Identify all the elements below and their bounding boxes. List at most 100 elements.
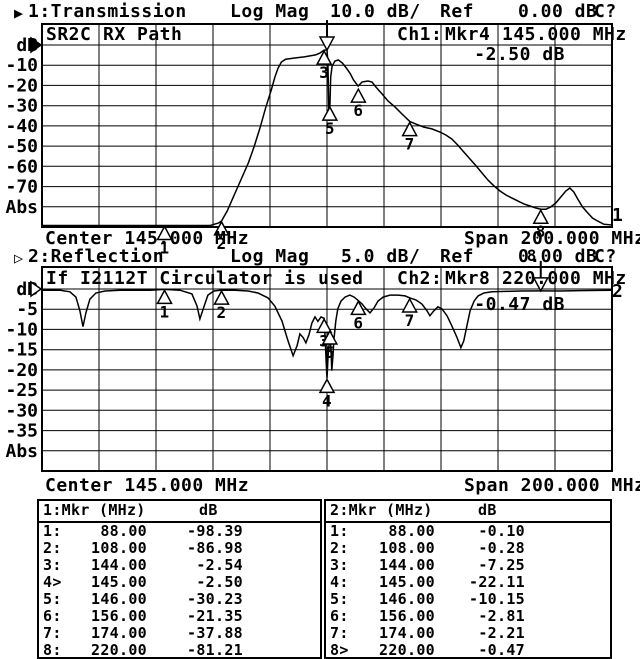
table-row: 7: 174.00 -2.21 xyxy=(326,625,610,642)
chart2-mkr-value: -0.47 dB xyxy=(474,294,565,315)
chart2-ref-label: Ref xyxy=(440,246,475,267)
chart1-marker-4-active-icon xyxy=(318,36,336,52)
marker-number: 3: xyxy=(330,556,349,574)
chart1-marker-2-icon xyxy=(213,220,230,236)
table-row: 4: 145.00 -22.11 xyxy=(326,574,610,591)
marker-frequency: 88.00 xyxy=(100,522,147,540)
marker-number: 7: xyxy=(330,624,349,642)
chart1-marker-3-icon xyxy=(315,49,333,65)
chart1-note-right: RX Path xyxy=(103,24,183,45)
chart2-ref-level-marker xyxy=(30,280,43,298)
chart1-marker-8-icon xyxy=(532,208,550,224)
marker-number: 1: xyxy=(43,522,62,540)
marker-frequency: 146.00 xyxy=(91,590,147,608)
marker-db: -98.39 xyxy=(187,522,243,540)
marker-number: 5: xyxy=(330,590,349,608)
marker-frequency: 174.00 xyxy=(379,624,435,642)
chart2-marker-1-icon xyxy=(156,288,173,305)
chart2-marker-6-icon xyxy=(350,299,367,316)
marker-number: 2: xyxy=(330,539,349,557)
marker-number: 8: xyxy=(43,641,62,659)
table-row: 6: 156.00 -21.35 xyxy=(39,608,320,625)
chart1-mkr-label: Mkr4 xyxy=(445,24,491,45)
marker-db: -2.50 xyxy=(196,573,243,591)
chart1-marker-1-icon xyxy=(156,224,173,241)
marker-number: 2: xyxy=(43,539,62,557)
marker-db: -86.98 xyxy=(187,539,243,557)
chart2-marker-2-icon xyxy=(213,289,230,305)
chart2-marker-1-label: 1 xyxy=(160,302,170,321)
chart2-marker-6-label: 6 xyxy=(353,313,363,332)
chart1-ytick: -10 xyxy=(5,55,38,76)
marker-db: -10.15 xyxy=(469,590,525,608)
marker-frequency: 220.00 xyxy=(91,641,147,659)
marker-db: -21.35 xyxy=(187,607,243,625)
marker-db: -2.54 xyxy=(196,556,243,574)
marker-frequency: 144.00 xyxy=(379,556,435,574)
chart1-span: Span 200.000 MHz xyxy=(464,228,640,249)
table-row: 8> 220.00 -0.47 xyxy=(326,642,610,659)
chart1-ytick: -70 xyxy=(5,177,38,198)
table-row: 1: 88.00 -98.39 xyxy=(39,523,320,540)
chart2-marker-2-label: 2 xyxy=(217,303,227,322)
chart1-marker-6-icon xyxy=(350,87,367,103)
marker-frequency: 108.00 xyxy=(379,539,435,557)
marker-db: -0.28 xyxy=(478,539,525,557)
chart1-note-left: SR2C xyxy=(46,24,92,45)
marker-frequency: 145.00 xyxy=(91,573,147,591)
chart2-ytick: -25 xyxy=(5,380,38,401)
chart1-mkr-value: -2.50 dB xyxy=(474,44,565,65)
chart2-marker-4-icon xyxy=(318,377,336,394)
chart1-marker-5-label: 5 xyxy=(325,119,335,138)
marker-number: 6: xyxy=(43,607,62,625)
chart1-ref-level-marker xyxy=(30,36,43,54)
marker-number: 7: xyxy=(43,624,62,642)
chart1-ref-value: 0.00 dB xyxy=(518,1,598,22)
marker-frequency: 156.00 xyxy=(379,607,435,625)
chart1-format: Log Mag xyxy=(230,1,310,22)
chart1-marker-6-label: 6 xyxy=(353,101,363,120)
chart1-mkr-freq: 145.000 MHz xyxy=(502,24,627,45)
chart2-marker-5-label: 5 xyxy=(325,343,335,362)
chart2-trace xyxy=(42,288,613,379)
chart2-span: Span 200.000 MHz xyxy=(464,475,640,496)
marker-table-ch2-db-col: dB xyxy=(478,501,497,519)
chart2-marker-3-icon xyxy=(315,317,333,334)
marker-frequency: 156.00 xyxy=(91,607,147,625)
chart2-ytick: -20 xyxy=(5,360,38,381)
chart1-marker-2-label: 2 xyxy=(217,234,227,253)
marker-table-ch1-header: 1:Mkr (MHz) dB xyxy=(39,501,320,523)
chart1-ch-label: Ch1: xyxy=(397,24,443,45)
table-row: 3: 144.00 -7.25 xyxy=(326,557,610,574)
chart2-marker-7-label: 7 xyxy=(405,311,415,330)
chart2-trace-number: 2 xyxy=(612,281,624,302)
chart1-ytick: -20 xyxy=(5,75,38,96)
chart1-ytick: Abs xyxy=(5,197,38,218)
chart1-ref-label: Ref xyxy=(440,1,475,22)
marker-table-ch1: 1:Mkr (MHz) dB 1: 88.00 -98.39 2: 108.00 -86.… xyxy=(37,499,322,659)
chart2-scale: 5.0 dB/ xyxy=(341,246,421,267)
marker-number: 4: xyxy=(330,573,349,591)
chart1-center-freq: Center 145.000 MHz xyxy=(45,228,250,249)
marker-frequency: 108.00 xyxy=(91,539,147,557)
chart1-scale: 10.0 dB/ xyxy=(330,1,421,22)
chart2-ytick: Abs xyxy=(5,441,38,462)
table-row: 3: 144.00 -2.54 xyxy=(39,557,320,574)
chart2-ytick: -5 xyxy=(16,299,38,320)
marker-db: -81.21 xyxy=(187,641,243,659)
chart2-border xyxy=(41,266,613,472)
marker-number: 1: xyxy=(330,522,349,540)
table-row: 1: 88.00 -0.10 xyxy=(326,523,610,540)
chart1-ytick: -50 xyxy=(5,136,38,157)
marker-db: -30.23 xyxy=(187,590,243,608)
chart1-cal-status: C? xyxy=(594,1,617,22)
chart2-marker-4-label: 4 xyxy=(322,391,332,410)
channel2-inactive-icon: ▷ xyxy=(14,249,24,267)
table-row: 2: 108.00 -0.28 xyxy=(326,540,610,557)
chart2-marker-7-icon xyxy=(401,297,418,313)
chart2-marker-5-icon xyxy=(321,329,339,345)
table-row: 6: 156.00 -2.81 xyxy=(326,608,610,625)
chart1-marker-1-label: 1 xyxy=(160,239,170,258)
